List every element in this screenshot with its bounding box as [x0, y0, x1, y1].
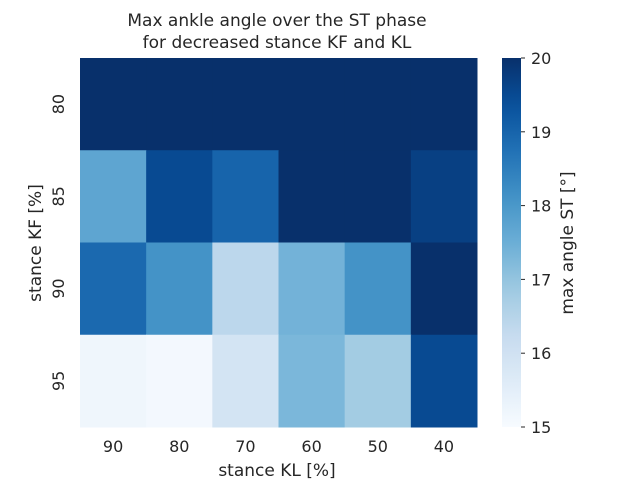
heatmap-cell-kf85-kl70: [212, 150, 279, 243]
heatmap-cell-kf80-kl70: [212, 58, 279, 151]
y-tick-label: 80: [49, 94, 68, 114]
heatmap-cell-kf85-kl40: [410, 150, 478, 243]
heatmap-cell-kf95-kl60: [278, 334, 346, 428]
heatmap-cell-kf95-kl90: [80, 334, 147, 428]
heatmap-cell-kf80-kl90: [80, 58, 147, 151]
heatmap-cell-kf80-kl80: [146, 58, 213, 151]
heatmap-cell-kf85-kl60: [278, 150, 346, 243]
heatmap-cell-kf90-kl60: [278, 242, 346, 336]
colorbar-tick-label: 16: [531, 344, 551, 363]
heatmap-cell-kf95-kl50: [344, 334, 412, 428]
y-tick-label: 85: [49, 186, 68, 206]
heatmap-cell-kf80-kl40: [410, 58, 478, 151]
y-tick-label: 90: [49, 278, 68, 298]
y-tick-label: 95: [49, 371, 68, 391]
x-tick-label: 80: [169, 437, 189, 456]
y-axis-label: stance KF [%]: [26, 184, 46, 302]
x-tick-label: 50: [368, 437, 388, 456]
x-tick-labels: 90 80 70 60 50 40: [103, 437, 454, 456]
colorbar-tick-label: 19: [531, 123, 551, 142]
heatmap-cell-kf95-kl40: [410, 334, 478, 428]
x-tick-label: 40: [434, 437, 454, 456]
x-tick-label: 90: [103, 437, 123, 456]
colorbar-tick-labels: 15 16 17 18 19 20: [521, 49, 551, 437]
colorbar-tick-label: 17: [531, 270, 551, 289]
colorbar-label: max angle ST [°]: [558, 171, 578, 314]
heatmap-cell-kf85-kl80: [146, 150, 213, 243]
chart-title-line-1: Max ankle angle over the ST phase: [127, 11, 426, 31]
x-axis-label: stance KL [%]: [218, 461, 335, 480]
heatmap-cell-kf80-kl50: [344, 58, 412, 151]
heatmap-cell-kf95-kl80: [146, 334, 213, 428]
colorbar-tick-label: 20: [531, 49, 551, 68]
colorbar-tick-label: 15: [531, 418, 551, 437]
heatmap-cell-kf85-kl90: [80, 150, 147, 243]
heatmap-cell-kf90-kl90: [80, 242, 147, 336]
chart-title-line-2: for decreased stance KF and KL: [143, 33, 412, 53]
heatmap-cell-kf90-kl50: [344, 242, 412, 336]
heatmap-cell-kf90-kl40: [410, 242, 478, 336]
heatmap-cell-kf90-kl70: [212, 242, 279, 336]
heatmap-cells: [80, 58, 478, 428]
y-tick-labels: 80 85 90 95: [49, 94, 68, 391]
heatmap-cell-kf85-kl50: [344, 150, 412, 243]
x-tick-label: 60: [301, 437, 321, 456]
colorbar: [502, 58, 521, 427]
colorbar-tick-label: 18: [531, 197, 551, 216]
heatmap-cell-kf90-kl80: [146, 242, 213, 336]
heatmap-cell-kf95-kl70: [212, 334, 279, 428]
x-tick-label: 70: [235, 437, 255, 456]
heatmap-cell-kf80-kl60: [278, 58, 346, 151]
